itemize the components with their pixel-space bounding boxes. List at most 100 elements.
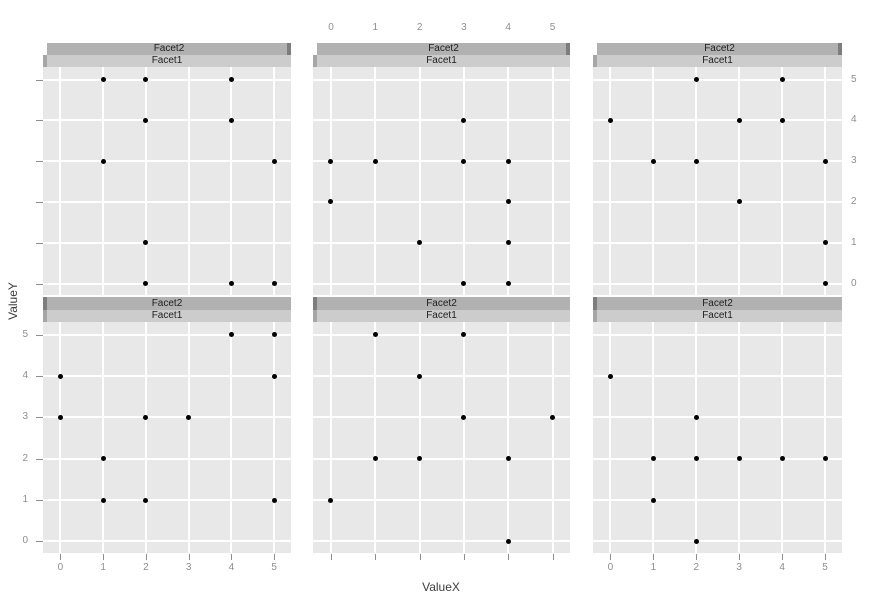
gridline-vertical [144, 322, 147, 553]
gridline-horizontal [593, 375, 842, 378]
x-axis-top-tick-label: 0 [328, 22, 334, 33]
facet-r1c2: Facet2 Facet1 [593, 297, 842, 553]
data-point [417, 240, 423, 246]
gridline-horizontal [593, 200, 842, 203]
facet-strip-inner: Facet1 [43, 310, 291, 322]
x-axis-tick-mark [103, 554, 105, 560]
strip-cap [43, 297, 47, 310]
x-axis-tick-mark [330, 554, 332, 560]
gridline-horizontal [43, 241, 291, 244]
x-axis-tick-mark [653, 554, 655, 560]
gridline-vertical [824, 322, 827, 553]
gridline-horizontal [593, 499, 842, 502]
gridline-vertical [59, 322, 62, 553]
data-point [505, 538, 511, 544]
data-point [57, 414, 63, 420]
x-axis-tick-mark [825, 554, 827, 560]
facet-panel [593, 67, 842, 295]
data-point [779, 456, 785, 462]
data-point [736, 456, 742, 462]
x-axis-tick-mark [508, 554, 510, 560]
facet-strip-inner-label: Facet1 [426, 310, 457, 321]
data-point [100, 77, 106, 83]
y-axis-tick-mark [36, 541, 43, 543]
gridline-horizontal [593, 119, 842, 122]
facet-r0c0: Facet2 Facet1 [43, 43, 291, 295]
gridline-vertical [551, 67, 554, 295]
data-point [607, 117, 613, 123]
gridline-vertical [230, 67, 233, 295]
strip-cap [313, 55, 317, 67]
gridline-vertical [102, 322, 105, 553]
y-axis-tick-mark [36, 417, 43, 419]
y-axis-tick-mark [36, 242, 43, 244]
x-axis-tick-mark [739, 554, 741, 560]
data-point [650, 158, 656, 164]
data-point [505, 240, 511, 246]
gridline-horizontal [43, 416, 291, 419]
facet-strip-inner-label: Facet1 [702, 55, 733, 66]
gridline-vertical [187, 322, 190, 553]
data-point [372, 332, 378, 338]
x-axis-top-tick-label: 1 [372, 22, 379, 33]
gridline-vertical [609, 67, 612, 295]
gridline-horizontal [43, 160, 291, 163]
y-axis-left-tick-label: 0 [22, 535, 28, 547]
x-axis-bottom-tick-label: 1 [650, 562, 657, 573]
facet-strip-outer-label: Facet2 [702, 298, 733, 309]
data-point [693, 77, 699, 83]
data-point [417, 373, 423, 379]
gridline-vertical [329, 67, 332, 295]
data-point [505, 199, 511, 205]
gridline-vertical [781, 322, 784, 553]
facet-r0c1: Facet2 Facet1 [313, 43, 570, 295]
gridline-horizontal [313, 416, 570, 419]
gridline-vertical [144, 67, 147, 295]
x-axis-tick-mark [375, 554, 377, 560]
facet-strip-inner: Facet1 [43, 55, 291, 67]
data-point [736, 117, 742, 123]
strip-cap [593, 55, 597, 67]
gridline-horizontal [43, 333, 291, 336]
facet-strip-outer-label: Facet2 [704, 43, 735, 54]
strip-cap [593, 310, 597, 322]
gridline-horizontal [593, 457, 842, 460]
data-point [143, 117, 149, 123]
data-point [417, 456, 423, 462]
x-axis-tick-mark [145, 554, 147, 560]
y-axis-right-tick-label: 1 [851, 236, 857, 248]
gridline-horizontal [43, 375, 291, 378]
gridline-horizontal [593, 78, 842, 81]
data-point [328, 158, 334, 164]
data-point [779, 117, 785, 123]
gridline-horizontal [593, 416, 842, 419]
facet-strip-outer-label: Facet2 [153, 43, 185, 54]
gridline-vertical [695, 322, 698, 553]
x-axis-tick-mark [696, 554, 698, 560]
facet-panel [313, 322, 570, 553]
x-axis-bottom-tick-label: 2 [143, 562, 149, 573]
gridline-vertical [738, 322, 741, 553]
gridline-vertical [273, 322, 276, 553]
gridline-horizontal [313, 333, 570, 336]
facet-panel [43, 67, 291, 295]
x-axis-top-tick-label: 2 [416, 22, 423, 33]
x-axis-top-tick-label: 3 [461, 22, 467, 33]
data-point [693, 414, 699, 420]
gridline-horizontal [313, 78, 570, 81]
x-axis-bottom-tick-label: 2 [693, 562, 700, 573]
strip-cap [838, 43, 842, 55]
x-axis-tick-mark [274, 554, 276, 560]
gridline-vertical [695, 67, 698, 295]
data-point [607, 373, 613, 379]
facet-strip-outer: Facet2 [47, 43, 291, 55]
data-point [550, 414, 556, 420]
facet-strip-outer: Facet2 [43, 297, 291, 310]
gridline-vertical [374, 322, 377, 553]
x-axis-bottom-tick-label: 3 [185, 562, 192, 573]
y-axis-tick-mark [36, 500, 43, 502]
data-point [505, 456, 511, 462]
data-point [822, 240, 828, 246]
data-point [650, 497, 656, 503]
